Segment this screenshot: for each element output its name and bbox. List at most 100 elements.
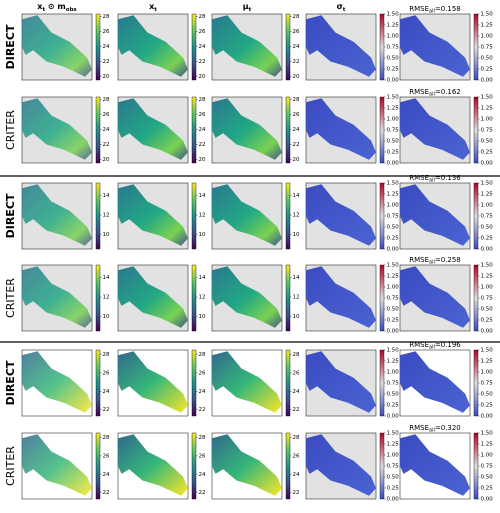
colorbar-tick-label: 0.75 (481, 45, 494, 51)
colorbar (379, 13, 385, 81)
colorbar-tick-label: 0.50 (481, 392, 494, 398)
colorbar-tick-label: 0.25 (481, 67, 494, 73)
map-field (212, 351, 282, 413)
colorbar-tick-label: 26 (103, 453, 110, 459)
colorbar (285, 13, 291, 81)
colorbar-tick-label: 1.50 (481, 181, 494, 187)
colorbar-tick-label: 1.25 (481, 274, 494, 280)
colorbar-tick-label: 0.25 (481, 486, 494, 492)
colorbar-tick-label: 22 (293, 407, 300, 413)
rmse-label: RMSEall=0.196 (409, 341, 461, 351)
map-field (400, 434, 470, 496)
row-label: CRITER (4, 446, 17, 486)
colorbar-tick-label: 0.75 (387, 128, 400, 134)
colorbar-tick-label: 22 (293, 59, 300, 65)
colorbar (95, 349, 101, 417)
colorbar-tick-label: 0.50 (481, 307, 494, 313)
rmse-label: RMSEall=0.162 (409, 88, 461, 98)
colorbar-tick-label: 0.00 (387, 414, 400, 420)
map-field (118, 351, 188, 413)
colorbar-tick-label: 1.50 (481, 12, 494, 18)
colorbar-tick-label: 0.00 (387, 247, 400, 253)
colorbar-tick-label: 28 (103, 97, 110, 103)
colorbar-tick-label: 1.25 (481, 192, 494, 198)
colorbar-tick-label: 26 (199, 453, 206, 459)
colorbar-tick-label: 22 (199, 142, 206, 148)
colorbar-tick-label: 14 (293, 275, 300, 281)
colorbar-tick-label: 0.00 (481, 414, 494, 420)
colorbar-tick-label: 22 (199, 407, 206, 413)
map-field (22, 184, 92, 246)
colorbar-tick-label: 1.00 (387, 203, 400, 209)
colorbar (473, 349, 479, 417)
colorbar-tick-label: 26 (293, 29, 300, 35)
colorbar (285, 264, 291, 332)
colorbar-tick-label: 1.00 (387, 285, 400, 291)
colorbar (379, 349, 385, 417)
colorbar-tick-label: 1.25 (481, 359, 494, 365)
map-field (400, 351, 470, 413)
colorbar (473, 432, 479, 500)
colorbar-tick-label: 1.00 (481, 117, 494, 123)
colorbar-tick-label: 12 (199, 213, 206, 219)
colorbar-tick-label: 1.00 (481, 453, 494, 459)
row-label: DIRECT (4, 24, 17, 69)
colorbar-tick-label: 0.75 (387, 214, 400, 220)
rmse-name: RMSE (409, 88, 429, 96)
row-label: DIRECT (4, 360, 17, 405)
colorbar-tick-label: 1.50 (387, 181, 400, 187)
map-field (212, 98, 282, 160)
colorbar-tick-label: 1.50 (481, 348, 494, 354)
colorbar-tick-label: 26 (103, 29, 110, 35)
rmse-value: =0.158 (435, 5, 461, 13)
rmse-subscript: all (429, 260, 435, 266)
colorbar-tick-label: 28 (293, 14, 300, 20)
colorbar-tick-label: 26 (199, 29, 206, 35)
map-field (22, 15, 92, 77)
colorbar-tick-label: 1.00 (387, 453, 400, 459)
colorbar (191, 182, 197, 250)
header-text: x (149, 2, 155, 11)
rmse-name: RMSE (409, 174, 429, 182)
colorbar-tick-label: 1.00 (387, 370, 400, 376)
colorbar-tick-label: 28 (199, 352, 206, 358)
colorbar-tick-label: 1.25 (387, 359, 400, 365)
colorbar-tick-label: 22 (293, 142, 300, 148)
map-field (118, 184, 188, 246)
colorbar (285, 182, 291, 250)
colorbar-tick-label: 0.00 (387, 161, 400, 167)
map-field (212, 266, 282, 328)
rmse-label: RMSEall=0.136 (409, 174, 461, 184)
colorbar-tick-label: 1.50 (481, 431, 494, 437)
colorbar-tick-label: 24 (199, 389, 206, 395)
colorbar-tick-label: 12 (103, 295, 110, 301)
colorbar-tick-label: 1.50 (387, 348, 400, 354)
colorbar-tick-label: 0.50 (481, 475, 494, 481)
colorbar-tick-label: 0.50 (481, 225, 494, 231)
map-field (306, 184, 376, 246)
colorbar-tick-label: 1.00 (481, 203, 494, 209)
colorbar-tick-label: 0.50 (387, 475, 400, 481)
colorbar-tick-label: 14 (293, 193, 300, 199)
colorbar-tick-label: 22 (103, 59, 110, 65)
colorbar-tick-label: 0.75 (387, 45, 400, 51)
map-field (22, 434, 92, 496)
rmse-subscript: all (429, 428, 435, 434)
colorbar-tick-label: 24 (293, 127, 300, 133)
colorbar-tick-label: 1.25 (387, 442, 400, 448)
colorbar-tick-label: 26 (103, 112, 110, 118)
colorbar-tick-label: 0.25 (387, 67, 400, 73)
map-field (306, 351, 376, 413)
colorbar-tick-label: 1.25 (481, 106, 494, 112)
colorbar-tick-label: 0.00 (481, 247, 494, 253)
colorbar-tick-label: 20 (293, 74, 300, 80)
colorbar-tick-label: 0.25 (387, 318, 400, 324)
colorbar-tick-label: 24 (293, 44, 300, 50)
rmse-subscript: all (429, 9, 435, 15)
rmse-name: RMSE (409, 424, 429, 432)
colorbar-tick-label: 28 (199, 14, 206, 20)
colorbar-tick-label: 26 (199, 370, 206, 376)
colorbar-tick-label: 0.75 (387, 464, 400, 470)
colorbar-tick-label: 10 (199, 232, 206, 238)
map-field (212, 434, 282, 496)
